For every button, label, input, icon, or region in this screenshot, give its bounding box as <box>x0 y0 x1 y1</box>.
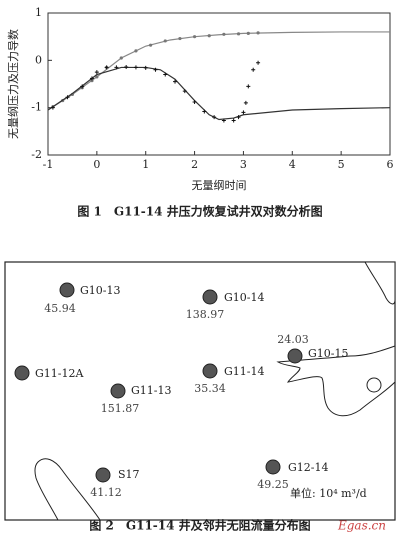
map-frame <box>4 261 396 521</box>
data-point <box>173 79 178 84</box>
data-point <box>65 95 70 100</box>
data-point <box>153 67 158 72</box>
x-tick-label: 1 <box>142 158 149 171</box>
boundary <box>364 261 396 305</box>
y-tick-label: 1 <box>35 6 42 19</box>
boundary <box>34 458 101 521</box>
watermark: Egas.cn <box>337 519 386 533</box>
data-point <box>133 65 138 70</box>
data-point <box>95 75 99 79</box>
well-marker <box>14 365 30 381</box>
data-point <box>192 99 197 104</box>
well-value: 151.87 <box>101 402 140 415</box>
well-name: G10-13 <box>80 284 121 297</box>
data-point <box>124 64 129 69</box>
data-point <box>90 79 94 83</box>
data-point <box>89 76 94 81</box>
plot-frame <box>47 12 391 156</box>
x-tick-label: 6 <box>387 158 394 171</box>
well-name: G11-12A <box>35 367 84 380</box>
data-point <box>163 39 167 43</box>
well-value: 45.94 <box>44 302 76 315</box>
well-name: G10-14 <box>224 291 265 304</box>
well-marker <box>202 289 218 305</box>
x-tick-label: -1 <box>43 158 54 171</box>
data-point <box>236 32 241 36</box>
data-point <box>143 65 148 70</box>
data-point <box>134 49 138 53</box>
x-tick-label: 2 <box>191 158 198 171</box>
data-point <box>178 36 182 41</box>
well-marker <box>287 348 303 364</box>
data-point <box>241 110 246 115</box>
data-point <box>114 65 119 70</box>
x-tick-label: 5 <box>338 158 345 171</box>
y-axis-label: 无量纲压力及压力导数 <box>7 29 20 139</box>
data-point <box>246 31 250 35</box>
data-point <box>246 84 251 89</box>
figure-caption: 图 2 G11-14 井及邻井无阻流量分布图 <box>89 518 310 533</box>
well-name: G12-14 <box>288 461 329 474</box>
data-point <box>256 31 260 35</box>
well-value: 138.97 <box>186 308 225 321</box>
figure-caption: 图 1 G11-14 井压力恢复试井双对数分析图 <box>77 204 322 219</box>
well-marker <box>110 383 126 399</box>
data-point <box>231 118 236 123</box>
well-name: G11-14 <box>224 365 265 378</box>
well-value: 41.12 <box>90 486 122 499</box>
well-name: G11-13 <box>131 384 172 397</box>
well-marker <box>95 467 111 483</box>
data-point <box>182 89 187 94</box>
data-point <box>149 43 153 47</box>
x-tick-label: 0 <box>93 158 100 171</box>
data-point <box>80 84 85 89</box>
well-value: 24.03 <box>277 333 309 346</box>
y-tick-label: -1 <box>31 101 42 114</box>
well-marker <box>59 282 75 298</box>
well-marker <box>265 459 281 475</box>
data-point <box>104 65 109 70</box>
data-point <box>119 56 123 60</box>
data-point <box>212 115 217 120</box>
well-value: 35.34 <box>194 382 226 395</box>
y-tick-label: -2 <box>31 148 42 161</box>
x-tick-label: 4 <box>289 158 296 171</box>
data-point <box>207 34 211 38</box>
unit-label: 单位: 10⁴ m³/d <box>290 486 367 500</box>
x-tick-label: 3 <box>240 158 247 171</box>
series-line <box>47 31 390 111</box>
well-marker <box>202 363 218 379</box>
data-point <box>202 109 207 114</box>
well-name: S17 <box>118 468 140 481</box>
data-point <box>243 100 248 105</box>
y-tick-label: 0 <box>35 53 42 66</box>
boundary <box>366 377 382 393</box>
x-axis-label: 无量纲时间 <box>192 179 247 192</box>
data-point <box>251 67 256 72</box>
boundary <box>276 345 396 417</box>
data-point <box>236 115 241 120</box>
data-point <box>94 70 99 75</box>
data-point <box>50 105 55 110</box>
well-name: G10-15 <box>308 347 349 360</box>
well-value: 49.25 <box>257 478 289 491</box>
data-point <box>222 32 226 36</box>
data-point <box>221 118 226 123</box>
data-point <box>163 72 168 77</box>
data-point <box>192 35 197 39</box>
data-point <box>256 60 261 65</box>
